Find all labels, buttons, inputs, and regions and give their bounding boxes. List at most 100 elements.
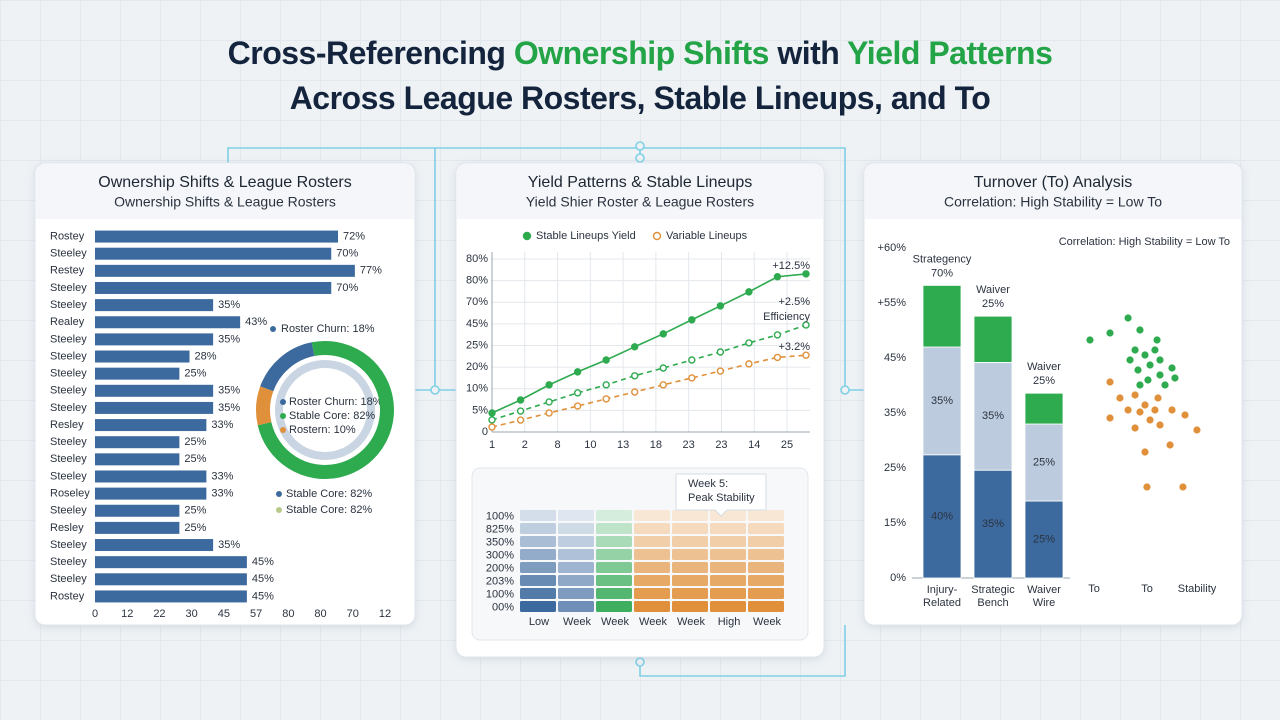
scatter-point xyxy=(1131,346,1139,354)
heat-cell xyxy=(520,588,556,599)
value-label: 25% xyxy=(184,436,206,448)
row-label: 200% xyxy=(486,562,514,574)
bar-segment xyxy=(922,346,962,456)
heat-cell xyxy=(596,588,632,599)
series-line xyxy=(491,273,807,414)
y-axis-label: 0 xyxy=(482,426,488,438)
column-label: Low xyxy=(529,616,549,628)
data-point xyxy=(545,381,553,389)
category-label: Realey xyxy=(50,316,85,328)
heat-cell xyxy=(710,562,746,573)
heat-cell xyxy=(596,523,632,534)
x-axis-label: 70 xyxy=(347,608,359,620)
data-point xyxy=(631,388,639,396)
connector-node xyxy=(635,153,645,163)
x-axis-label: 23 xyxy=(683,439,695,451)
heat-cell xyxy=(672,601,708,612)
scatter-point xyxy=(1143,483,1151,491)
bar-segment xyxy=(1024,500,1064,579)
y-axis-label: 5% xyxy=(472,404,488,416)
heat-cell xyxy=(634,562,670,573)
bar xyxy=(95,299,214,312)
row-label: 350% xyxy=(486,536,514,548)
heat-cell xyxy=(710,575,746,586)
bar xyxy=(95,384,214,397)
series-annotation: +3.2% xyxy=(779,341,811,353)
heat-cell xyxy=(672,588,708,599)
category-label: Steeley xyxy=(50,402,87,414)
value-label: 28% xyxy=(195,350,217,362)
category-label: Strategic xyxy=(971,584,1015,596)
bar xyxy=(95,504,180,517)
connector-node xyxy=(840,385,850,395)
data-point xyxy=(773,331,782,339)
heat-cell xyxy=(710,588,746,599)
legend-dot xyxy=(280,399,286,405)
callout xyxy=(675,473,767,517)
scatter-point xyxy=(1151,406,1159,414)
scatter-point xyxy=(1134,366,1142,374)
category-label: Steeley xyxy=(50,299,87,311)
heat-cell xyxy=(558,588,594,599)
heat-cell xyxy=(520,562,556,573)
data-point xyxy=(516,396,525,404)
y-axis-label: 25% xyxy=(884,462,906,474)
legend-label: Stable Core: 82% xyxy=(286,488,372,500)
category-label: Steeley xyxy=(50,505,87,517)
data-point xyxy=(688,374,696,382)
bar-segment xyxy=(922,454,962,579)
x-axis-label: 45 xyxy=(218,608,230,620)
bar-segment xyxy=(1024,423,1064,502)
scatter-point xyxy=(1146,416,1154,424)
heat-cell xyxy=(748,562,784,573)
category-label: Steeley xyxy=(50,350,87,362)
value-label: 35% xyxy=(218,299,240,311)
scatter-point xyxy=(1193,426,1201,434)
heat-cell xyxy=(672,575,708,586)
bar xyxy=(95,419,207,432)
column-label: Week xyxy=(639,616,667,628)
value-label: 33% xyxy=(211,419,233,431)
heat-cell xyxy=(748,523,784,534)
data-point xyxy=(716,367,725,375)
data-point xyxy=(573,389,582,397)
panel-title: Yield Patterns & Stable Lineups xyxy=(528,174,752,191)
bar xyxy=(95,521,180,534)
panel-title: Turnover (To) Analysis xyxy=(974,174,1133,191)
legend-dot xyxy=(270,326,276,332)
heat-cell xyxy=(558,510,594,521)
scatter-point xyxy=(1166,441,1174,449)
scatter-point xyxy=(1141,351,1149,359)
x-axis-label: 10 xyxy=(584,439,596,451)
category-label: Steeley xyxy=(50,248,87,260)
panel-header xyxy=(457,164,823,219)
legend-label: Roster Churn: 18% xyxy=(281,323,375,335)
data-point xyxy=(802,321,810,329)
heat-cell xyxy=(710,510,746,521)
bar-segment xyxy=(973,315,1013,363)
panel-header xyxy=(865,164,1241,219)
data-point xyxy=(745,339,753,347)
category-label: Waiver xyxy=(1027,584,1061,596)
heat-cell xyxy=(558,523,594,534)
segment-label: 25% xyxy=(1033,456,1055,468)
data-point xyxy=(716,348,725,356)
connector xyxy=(227,147,864,391)
scatter-point xyxy=(1106,329,1114,337)
scatter-point xyxy=(1131,391,1139,399)
value-label: 35% xyxy=(218,539,240,551)
row-label: 100% xyxy=(486,588,514,600)
page-title: Across League Rosters, Stable Lineups, a… xyxy=(290,80,991,116)
bar-segment xyxy=(1024,392,1064,425)
data-point xyxy=(631,372,639,380)
donut-backdrop xyxy=(249,334,401,486)
segment-label: 25% xyxy=(1033,533,1055,545)
heat-cell xyxy=(748,536,784,547)
heat-cell xyxy=(558,575,594,586)
scatter-point xyxy=(1106,378,1114,386)
scatter-point xyxy=(1124,406,1132,414)
data-point xyxy=(545,409,553,417)
value-label: 25% xyxy=(184,453,206,465)
